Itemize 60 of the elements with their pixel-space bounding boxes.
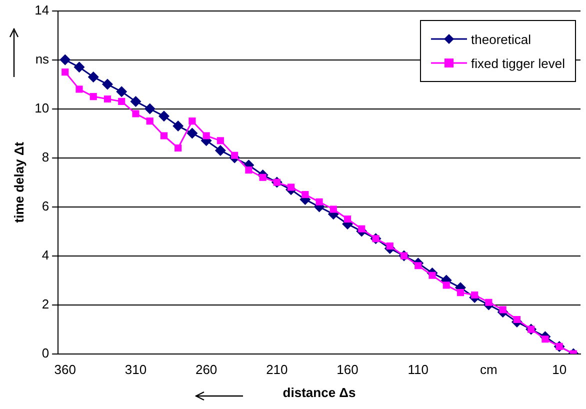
x-tick-label: 160 xyxy=(336,362,358,378)
x-tick-label: 360 xyxy=(54,362,76,378)
point xyxy=(172,120,184,132)
point xyxy=(216,137,224,144)
point xyxy=(542,336,549,343)
x-tick-label: 210 xyxy=(266,362,288,378)
point xyxy=(130,96,142,107)
point xyxy=(104,95,112,103)
point xyxy=(188,118,196,125)
legend-label: theoretical xyxy=(471,32,532,46)
x-axis-title: distance Δs xyxy=(282,384,356,400)
point xyxy=(202,132,210,140)
x-tick-label: 110 xyxy=(408,362,428,378)
point xyxy=(174,144,182,152)
point xyxy=(245,166,252,174)
point xyxy=(144,103,156,114)
point xyxy=(513,316,520,324)
x-tick-label: 10 xyxy=(552,362,567,378)
point xyxy=(442,282,450,289)
point xyxy=(74,62,85,73)
point xyxy=(160,132,168,140)
legend-label: fixed tigger level xyxy=(471,56,565,70)
y-tick-label: 10 xyxy=(34,100,50,116)
point xyxy=(146,118,154,125)
x-tick-label: 260 xyxy=(195,362,218,378)
y-tick-label: 0 xyxy=(42,345,50,360)
x-tick-label: 310 xyxy=(124,362,147,378)
point xyxy=(456,289,464,296)
point xyxy=(485,298,492,306)
point xyxy=(116,86,128,98)
point xyxy=(344,216,352,223)
point xyxy=(386,242,394,250)
point xyxy=(62,68,69,76)
y-tick-label: 14 xyxy=(34,2,50,18)
point xyxy=(414,262,422,270)
point xyxy=(76,86,83,93)
point xyxy=(302,191,309,198)
y-tick-label: 6 xyxy=(42,198,50,214)
point xyxy=(90,93,97,100)
point xyxy=(102,78,113,90)
point xyxy=(118,98,126,105)
point xyxy=(158,110,170,122)
point xyxy=(88,71,99,82)
x-tick-label: cm xyxy=(480,362,498,378)
point xyxy=(186,128,198,139)
point xyxy=(132,110,140,118)
point xyxy=(316,198,323,206)
point xyxy=(214,144,226,156)
point xyxy=(471,291,478,299)
y-tick-label: 2 xyxy=(42,296,50,312)
y-tick-label: ns xyxy=(35,51,50,66)
point xyxy=(358,225,366,232)
y-axis-title: time delay Δt xyxy=(11,141,26,223)
point xyxy=(330,206,337,213)
point xyxy=(231,152,238,159)
y-tick-label: 8 xyxy=(42,149,50,164)
point xyxy=(60,54,71,66)
y-tick-label: 4 xyxy=(42,247,50,262)
point xyxy=(288,184,295,191)
point xyxy=(499,306,506,314)
